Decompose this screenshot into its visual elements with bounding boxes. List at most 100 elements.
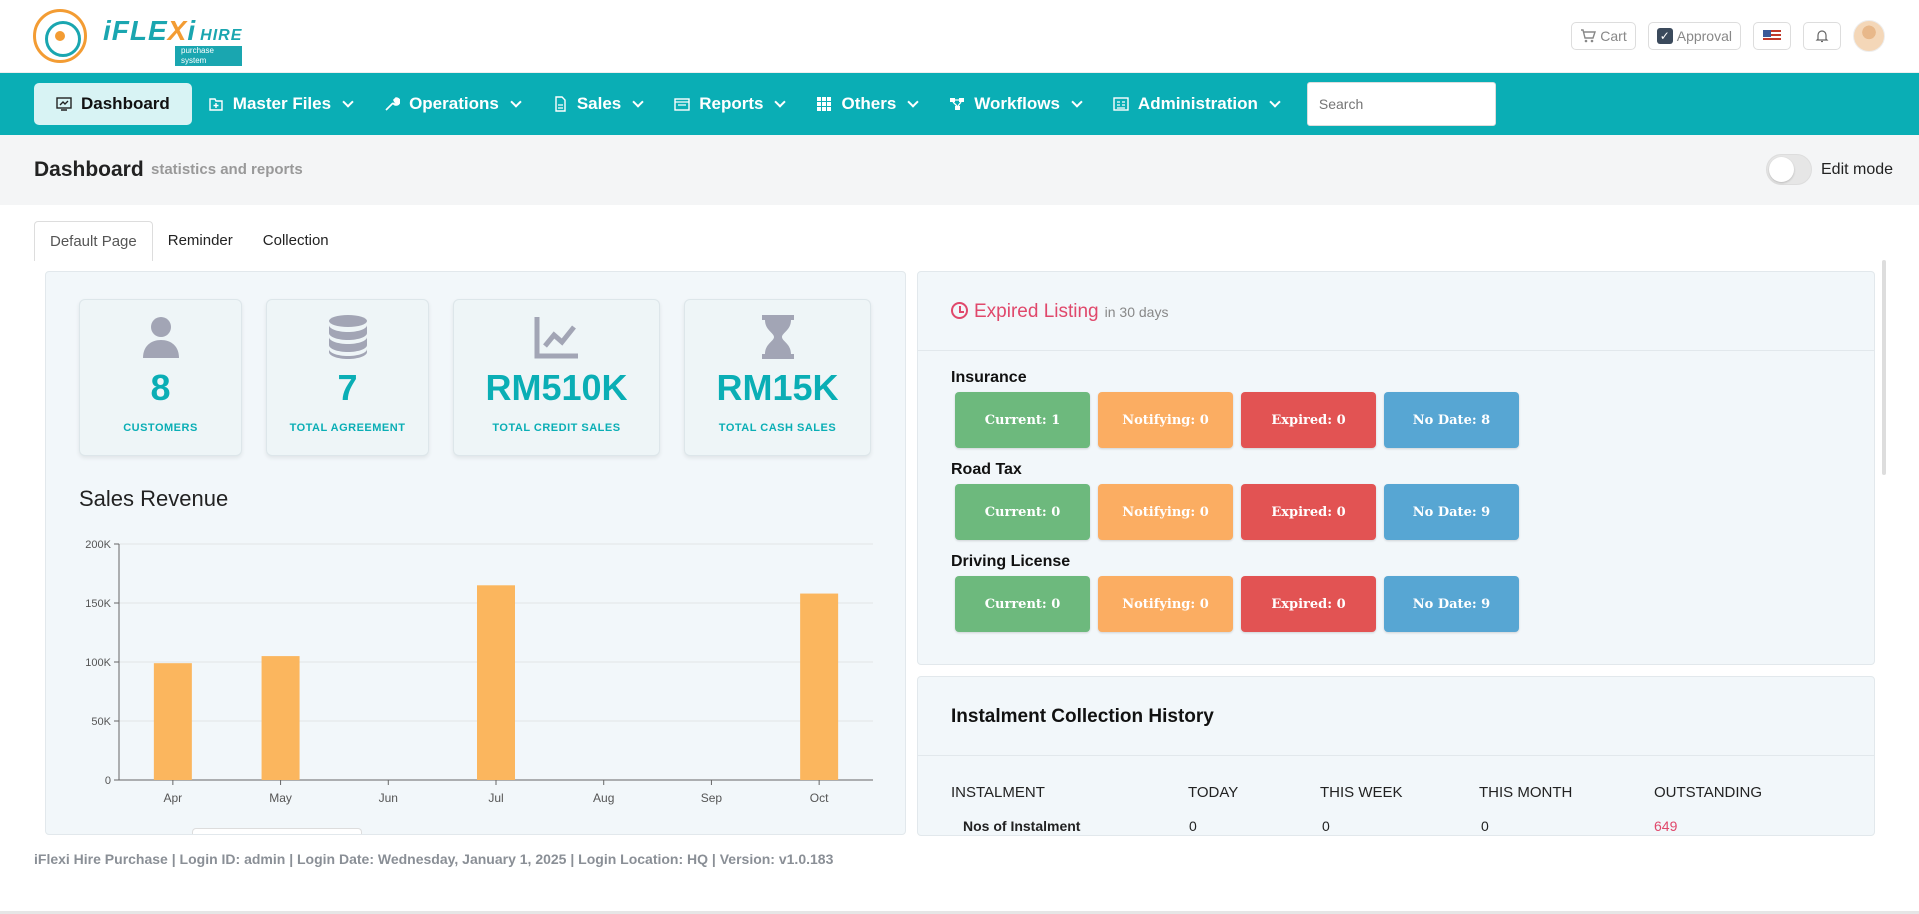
chart-footer-tab[interactable] [192, 828, 362, 834]
file-icon [555, 96, 566, 112]
chevron-down-icon [1071, 96, 1083, 108]
cell-outstanding[interactable]: 649 [1654, 818, 1678, 834]
badge-current[interactable]: Current: 1 [955, 392, 1090, 448]
edit-mode-toggle[interactable] [1766, 154, 1812, 185]
x-tick-label: Sep [701, 791, 723, 805]
group-label-insurance: Insurance [951, 369, 1027, 386]
y-tick-label: 50K [91, 716, 111, 728]
cart-icon [1581, 29, 1597, 43]
collection-title: Instalment Collection History [951, 706, 1214, 727]
x-tick-label: Jul [488, 791, 503, 805]
app-logo[interactable]: iFLEXi HIRE purchase system [33, 9, 243, 66]
database-icon [328, 315, 367, 359]
expired-listing-panel: Expired Listing in 30 days Insurance Cur… [917, 271, 1875, 665]
grid-icon [817, 97, 832, 111]
bar [261, 656, 300, 780]
col-header-outstanding: OUTSTANDING [1654, 784, 1763, 801]
nav-operations-label: Operations [409, 94, 499, 113]
nav-workflows-label: Workflows [974, 94, 1060, 113]
expired-listing-title: Expired Listing [974, 301, 1099, 322]
search-input[interactable] [1306, 82, 1496, 126]
x-tick-label: May [269, 791, 292, 805]
stat-card-cash-sales[interactable]: RM15K TOTAL CASH SALES [684, 299, 871, 456]
cart-button[interactable]: Cart [1571, 22, 1636, 50]
nav-dashboard[interactable]: Dashboard [34, 83, 192, 125]
badge-current[interactable]: Current: 0 [955, 576, 1090, 632]
folder-plus-icon [209, 98, 223, 111]
stat-label: TOTAL AGREEMENT [289, 422, 406, 434]
clock-icon [951, 302, 968, 319]
overview-panel: 8 CUSTOMERS 7 TOTAL AGREEMENT RM510K TOT… [45, 271, 906, 835]
badge-expired[interactable]: Expired: 0 [1241, 392, 1376, 448]
instalment-collection-panel: Instalment Collection History INSTALMENT… [917, 676, 1875, 836]
language-button[interactable] [1753, 22, 1791, 50]
hourglass-icon [761, 315, 794, 359]
logo-wordmark: iFLEXi HIRE purchase system [103, 15, 243, 66]
nav-others-label: Others [841, 94, 897, 113]
dashboard-icon [56, 97, 72, 111]
notifications-button[interactable] [1803, 22, 1841, 50]
cell-this-week: 0 [1322, 818, 1330, 834]
badge-no-date[interactable]: No Date: 9 [1384, 576, 1519, 632]
badge-notifying[interactable]: Notifying: 0 [1098, 576, 1233, 632]
sales-revenue-chart: 0 50K 100K 150K 200K Apr May Jun Jul Aug Sep Oct [85, 539, 873, 805]
bar [477, 585, 515, 780]
top-bar: iFLEXi HIRE purchase system Cart ✓ Approv… [0, 0, 1919, 73]
stat-value: 7 [337, 367, 358, 408]
nav-master-files[interactable]: Master Files [192, 83, 368, 125]
x-tick-label: Oct [810, 791, 829, 805]
footer-info: iFlexi Hire Purchase | Login ID: admin |… [34, 851, 834, 867]
check-icon: ✓ [1656, 28, 1673, 44]
chevron-down-icon [774, 96, 787, 108]
badge-expired[interactable]: Expired: 0 [1241, 576, 1376, 632]
nav-dashboard-label: Dashboard [81, 94, 170, 113]
approval-label: Approval [1676, 28, 1732, 44]
bottom-divider [0, 911, 1919, 914]
stat-card-customers[interactable]: 8 CUSTOMERS [79, 299, 242, 456]
workflow-icon [950, 98, 965, 110]
stat-label: TOTAL CREDIT SALES [492, 422, 621, 434]
nav-administration[interactable]: Administration [1097, 83, 1295, 125]
cell-today: 0 [1189, 818, 1197, 834]
badge-notifying[interactable]: Notifying: 0 [1098, 392, 1233, 448]
stat-card-credit-sales[interactable]: RM510K TOTAL CREDIT SALES [453, 299, 660, 456]
nav-sales[interactable]: Sales [536, 83, 658, 125]
badge-notifying[interactable]: Notifying: 0 [1098, 484, 1233, 540]
user-icon [142, 317, 179, 358]
badge-expired[interactable]: Expired: 0 [1241, 484, 1376, 540]
nav-reports[interactable]: Reports [658, 83, 800, 125]
admin-icon [1113, 97, 1129, 111]
y-tick-label: 0 [105, 775, 111, 787]
edit-mode-label: Edit mode [1821, 161, 1894, 178]
nav-administration-label: Administration [1137, 94, 1258, 113]
page-title: Dashboard [34, 158, 144, 181]
nav-reports-label: Reports [699, 94, 764, 113]
badges-insurance: Current: 1 Notifying: 0 Expired: 0 No Da… [955, 392, 1519, 448]
badge-current[interactable]: Current: 0 [955, 484, 1090, 540]
nav-operations[interactable]: Operations [368, 83, 536, 125]
x-tick-label: Aug [593, 791, 614, 805]
scrollbar[interactable] [1882, 260, 1886, 475]
tab-default-page[interactable]: Default Page [34, 221, 153, 261]
stat-value: RM15K [716, 367, 839, 408]
wrench-icon [385, 97, 401, 111]
tab-collection[interactable]: Collection [262, 232, 329, 249]
avatar[interactable] [1853, 20, 1885, 52]
bar [800, 593, 839, 780]
divider [918, 755, 1874, 756]
logo-seal [33, 9, 87, 63]
page-subtitle: statistics and reports [151, 161, 303, 178]
y-tick-label: 100K [85, 657, 111, 669]
chevron-down-icon [1269, 96, 1281, 108]
tab-reminder[interactable]: Reminder [167, 232, 233, 249]
nav-workflows[interactable]: Workflows [933, 83, 1097, 125]
x-tick-label: Apr [164, 791, 183, 805]
stat-card-agreement[interactable]: 7 TOTAL AGREEMENT [266, 299, 429, 456]
badge-no-date[interactable]: No Date: 8 [1384, 392, 1519, 448]
badge-no-date[interactable]: No Date: 9 [1384, 484, 1519, 540]
page-header: Dashboard statistics and reports Edit mo… [0, 135, 1919, 205]
approval-button[interactable]: ✓ Approval [1647, 22, 1741, 50]
nav-others[interactable]: Others [800, 83, 933, 125]
x-tick-label: Jun [379, 791, 398, 805]
chevron-down-icon [510, 96, 522, 108]
